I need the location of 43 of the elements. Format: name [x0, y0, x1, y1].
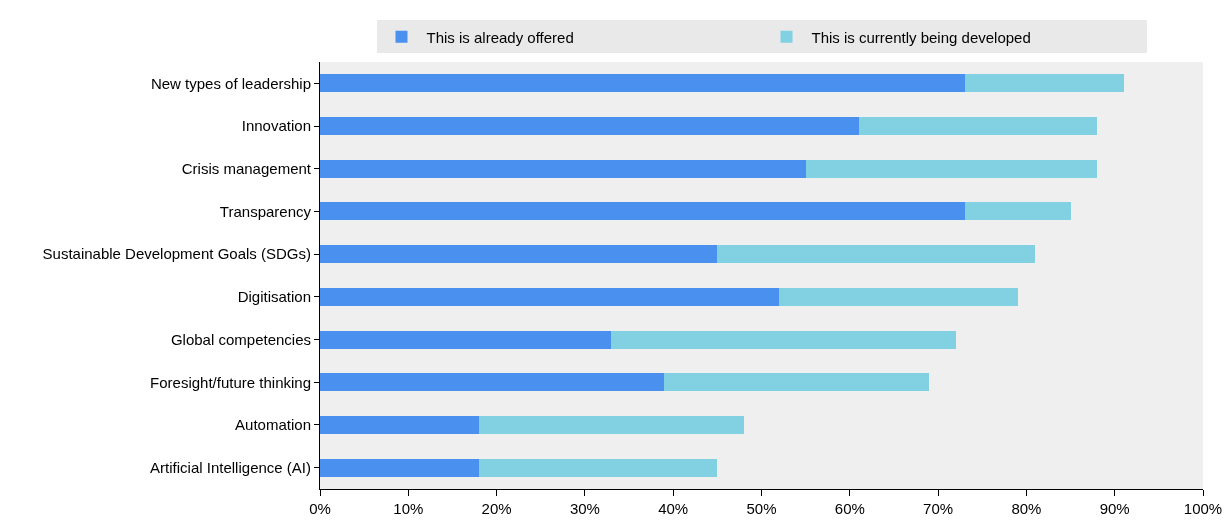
bar — [964, 74, 1124, 93]
bar — [320, 287, 780, 306]
bar — [320, 415, 479, 434]
bar — [320, 74, 965, 93]
y-tick-label: Global competencies — [170, 330, 311, 348]
x-tick-label: 80% — [1011, 500, 1042, 517]
bar — [611, 330, 956, 349]
bar — [320, 159, 806, 178]
bar — [320, 202, 965, 221]
y-tick-label: Foresight/future thinking — [150, 373, 311, 391]
x-tick-label: 90% — [1099, 500, 1130, 517]
x-tick-label: 70% — [923, 500, 954, 517]
y-tick-label: Sustainable Development Goals (SDGs) — [42, 245, 311, 263]
bar — [964, 202, 1071, 221]
bar — [320, 245, 718, 264]
x-tick-label: 30% — [569, 500, 600, 517]
x-tick-label: 0% — [309, 500, 331, 517]
bar — [805, 159, 1098, 178]
bar — [858, 117, 1098, 136]
bar — [320, 373, 665, 392]
y-tick-label: Artificial Intelligence (AI) — [150, 458, 311, 476]
legend-label: This is already offered — [426, 28, 574, 46]
x-tick-label: 60% — [834, 500, 865, 517]
x-tick-label: 20% — [481, 500, 512, 517]
legend-label: This is currently being developed — [811, 28, 1031, 46]
x-tick-label: 10% — [393, 500, 424, 517]
x-tick-label: 40% — [658, 500, 689, 517]
x-tick-label: 50% — [746, 500, 777, 517]
bar — [320, 117, 859, 136]
bar — [779, 287, 1018, 306]
y-tick-label: New types of leadership — [150, 74, 311, 92]
bar — [717, 245, 1036, 264]
y-tick-label: Digitisation — [237, 288, 311, 306]
bar — [478, 415, 744, 434]
bar — [478, 458, 718, 477]
bar — [320, 330, 612, 349]
x-tick-label: 100% — [1183, 500, 1223, 517]
bar — [664, 373, 930, 392]
y-tick-label: Automation — [235, 416, 311, 434]
y-tick-label: Crisis management — [181, 160, 312, 177]
y-tick-label: Innovation — [241, 117, 311, 135]
y-tick-label: Transparency — [219, 202, 312, 220]
bar — [320, 458, 479, 477]
